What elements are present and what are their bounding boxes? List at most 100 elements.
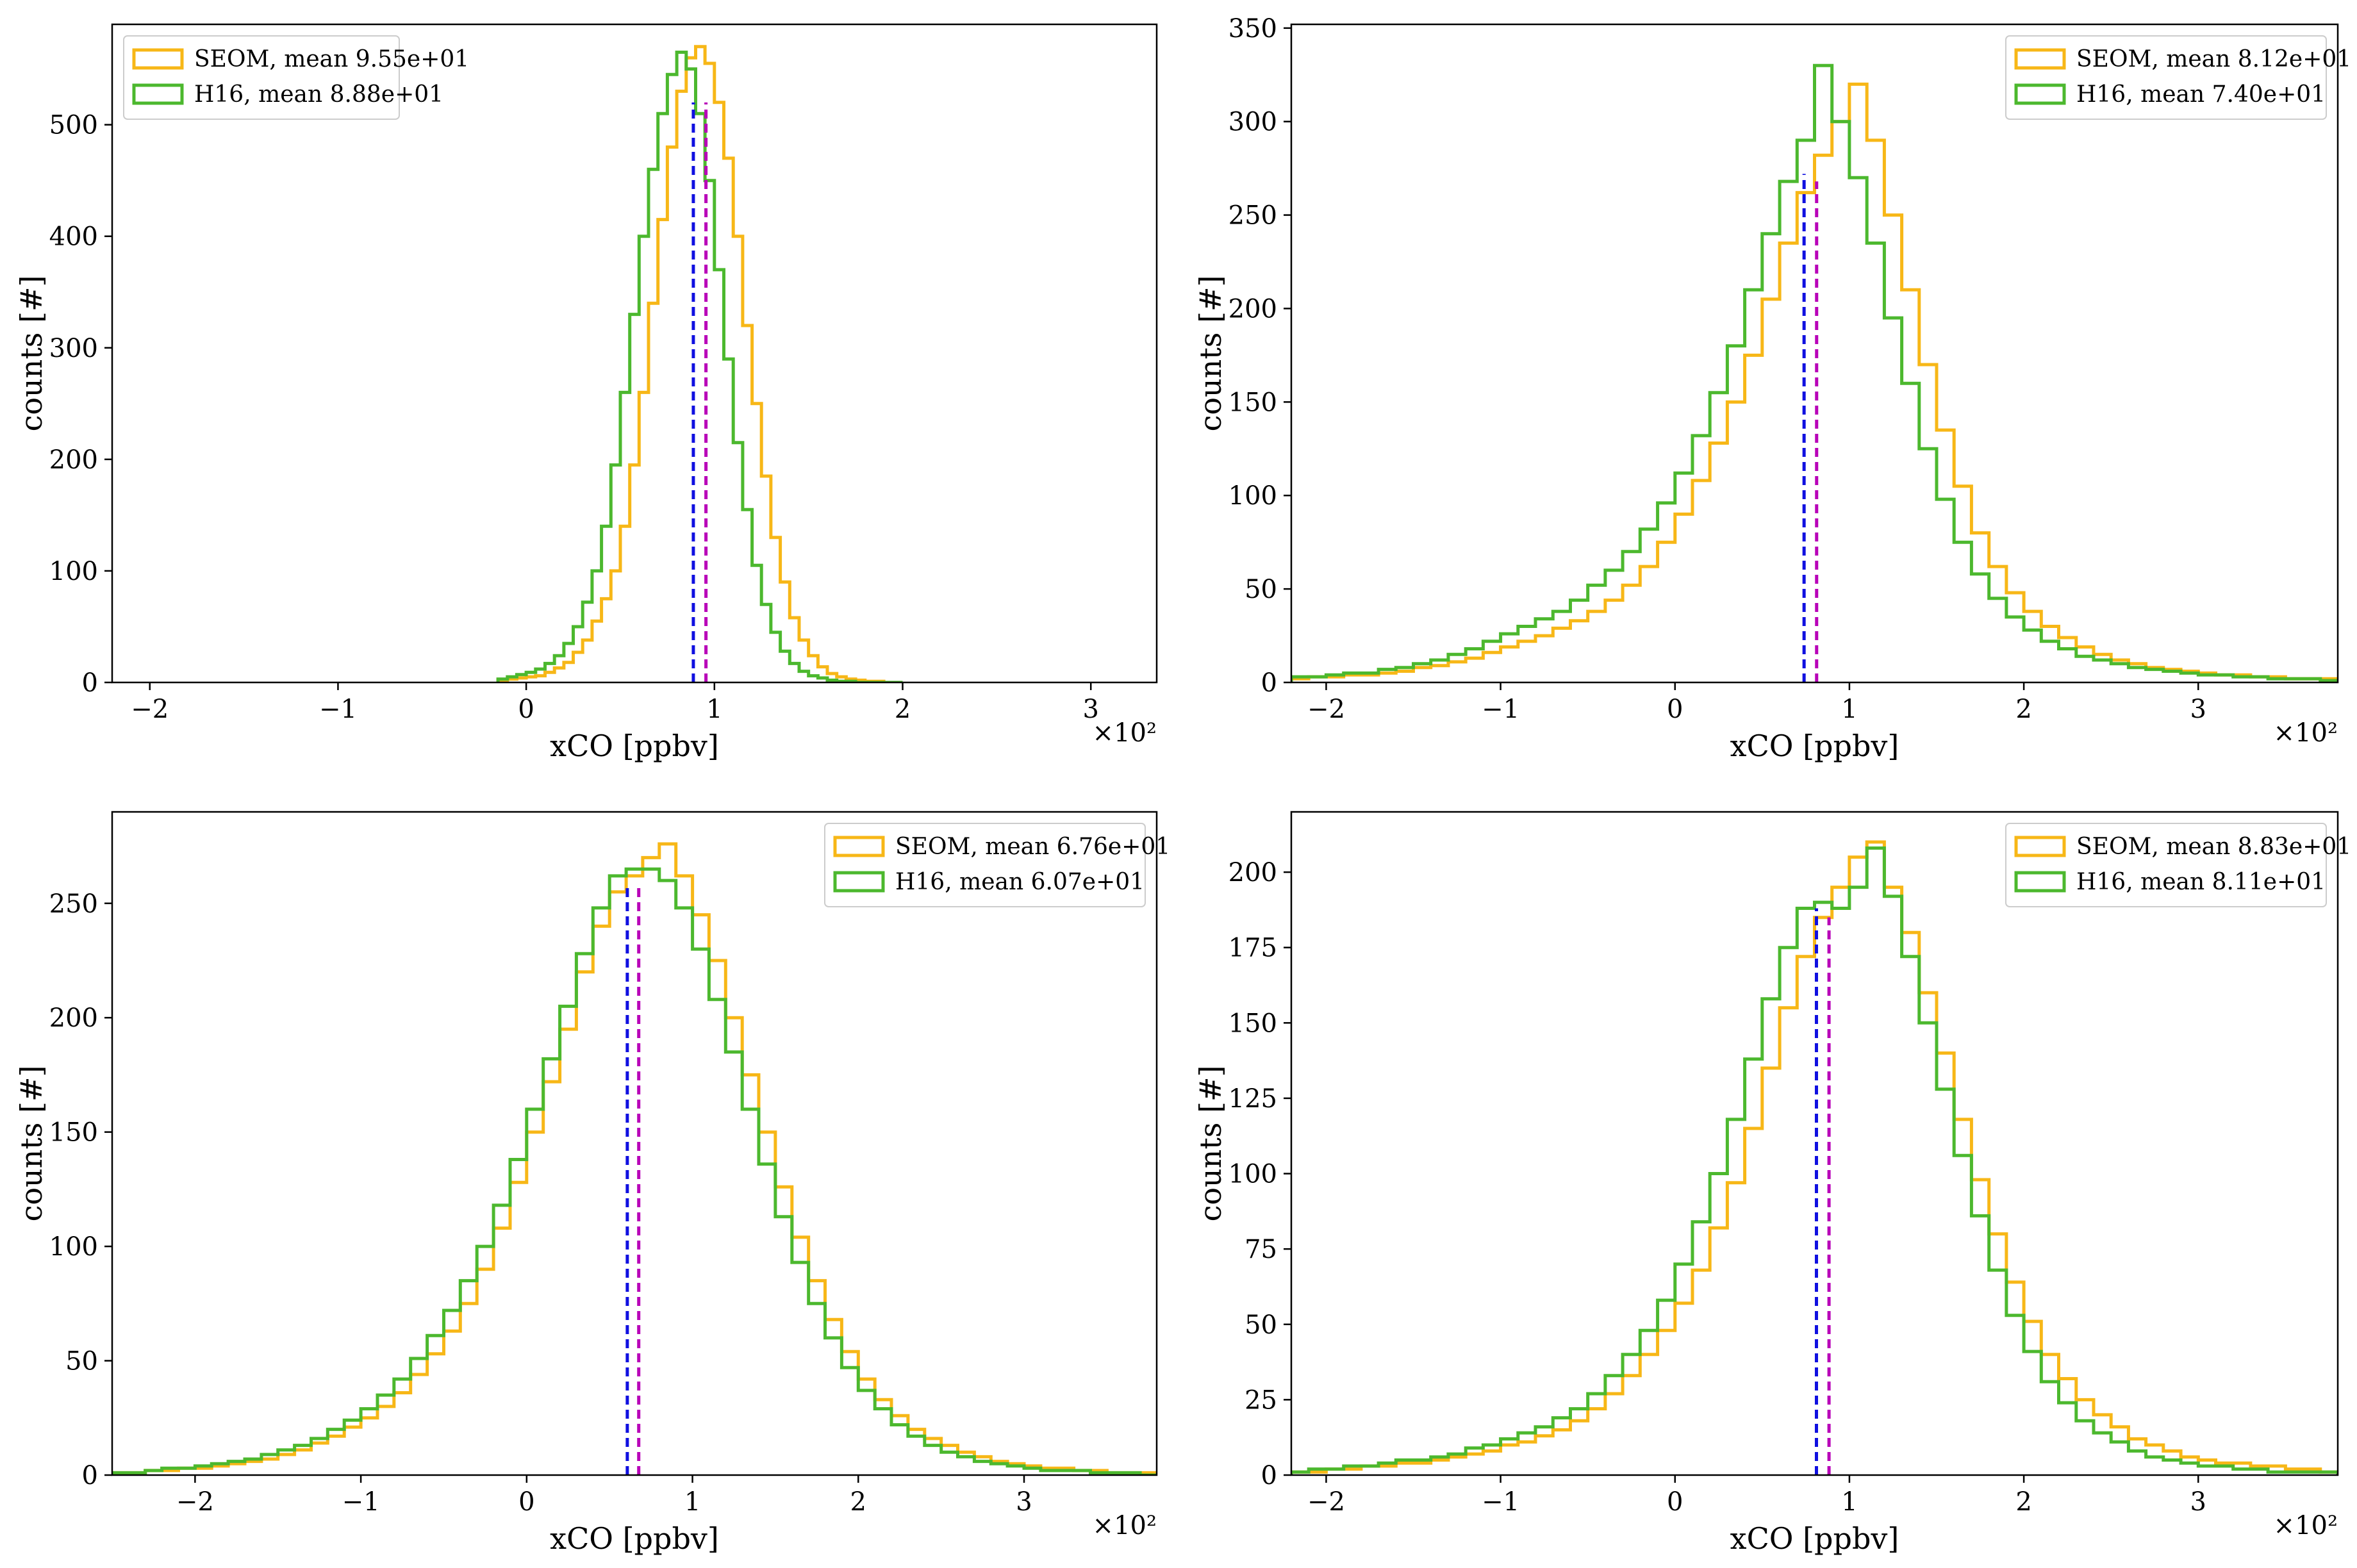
bin-h16	[2233, 677, 2251, 682]
y-tick-label: 100	[49, 557, 98, 586]
x-tick-label: 2	[2015, 695, 2031, 724]
bin-h16	[1431, 660, 1448, 682]
x-axis-label: xCO [ppbv]	[550, 1521, 719, 1556]
bin-h16	[1326, 675, 1343, 682]
bin-h16	[2041, 641, 2058, 682]
legend-label-seom: SEOM, mean 9.55e+01	[194, 46, 469, 72]
y-tick-label: 150	[1228, 1009, 1277, 1038]
bin-h16	[1937, 499, 1954, 682]
bin-h16	[1867, 848, 1884, 1475]
bin-h16	[2146, 1457, 2163, 1475]
y-axis-label: counts [#]	[14, 1066, 49, 1222]
bin-h16	[1954, 1155, 1971, 1475]
y-tick-label: 100	[49, 1232, 98, 1262]
bin-h16	[361, 1409, 377, 1476]
bin-h16	[245, 1459, 261, 1475]
bin-h16	[1448, 1454, 1466, 1475]
bin-h16	[2006, 617, 2024, 682]
y-tick-label: 200	[49, 1003, 98, 1033]
bin-h16	[1675, 1264, 1692, 1475]
bin-h16	[1989, 1270, 2006, 1475]
legend-box	[123, 35, 400, 120]
bin-h16	[527, 1109, 543, 1475]
bin-h16	[891, 1424, 908, 1475]
bin-h16	[1361, 1466, 1378, 1475]
x-tick-label: 0	[518, 1487, 534, 1517]
bin-h16	[508, 677, 517, 682]
bin-h16	[759, 1164, 775, 1475]
bin-h16	[2128, 1451, 2146, 1475]
bin-h16	[2111, 1442, 2128, 1475]
bin-h16	[1344, 673, 1361, 682]
panel-2: −2 −1 0 1 2 3 0 50 100 150 200 250 300 350 xCO [ppbv] c…	[1193, 14, 2351, 763]
y-tick-label: 500	[49, 111, 98, 140]
bin-h16	[841, 1367, 858, 1475]
bin-h16	[1448, 654, 1466, 682]
y-tick-label: 0	[1261, 1461, 1277, 1490]
y-tick-label: 250	[49, 889, 98, 919]
bin-h16	[1570, 1409, 1587, 1476]
bin-h16	[1396, 668, 1413, 682]
bin-h16	[630, 315, 640, 682]
bin-h16	[2163, 671, 2181, 682]
bin-h16	[1588, 1394, 1605, 1475]
y-tick-label: 250	[1228, 201, 1277, 231]
bin-h16	[1867, 243, 1884, 682]
bin-h16	[162, 1468, 179, 1475]
bin-h16	[1797, 140, 1814, 682]
bin-h16	[1518, 626, 1535, 682]
x-offset-label: ×10²	[1093, 1511, 1157, 1540]
bin-h16	[1849, 177, 1867, 682]
bin-h16	[742, 1109, 759, 1475]
bin-h16	[941, 1452, 958, 1475]
bin-h16	[775, 1217, 792, 1475]
bin-h16	[2059, 648, 2076, 682]
bin-h16	[752, 565, 762, 682]
y-tick-label: 0	[1261, 668, 1277, 698]
x-tick-label: 3	[1016, 1487, 1032, 1517]
bin-h16	[1849, 887, 1867, 1475]
bin-h16	[1692, 1222, 1710, 1475]
bin-h16	[1727, 346, 1744, 682]
bin-h16	[576, 953, 593, 1475]
bin-h16	[1414, 1460, 1431, 1475]
series-seom	[1291, 82, 2338, 682]
bin-h16	[991, 1464, 1007, 1475]
bin-h16	[649, 169, 658, 682]
legend-swatch-h16	[132, 83, 184, 105]
y-tick-label: 100	[1228, 481, 1277, 511]
series-h16	[1291, 63, 2338, 682]
x-tick-label: −2	[1307, 695, 1345, 724]
bin-h16	[327, 1430, 344, 1475]
bin-h16	[908, 1436, 925, 1475]
bin-h16	[545, 663, 554, 682]
bin-h16	[1344, 1466, 1361, 1475]
bin-h16	[2041, 1382, 2058, 1475]
bin-h16	[825, 1338, 842, 1475]
x-tick-label: 2	[850, 1487, 866, 1517]
bin-h16	[2215, 1466, 2233, 1475]
legend-label-seom: SEOM, mean 8.83e+01	[2076, 834, 2351, 860]
bin-h16	[676, 908, 693, 1475]
bin-h16	[1483, 1445, 1500, 1475]
bin-h16	[1780, 181, 1797, 682]
x-tick-label: −1	[1482, 1487, 1519, 1517]
bin-h16	[295, 1446, 311, 1475]
bin-h16	[1378, 670, 1396, 682]
bin-h16	[1431, 1457, 1448, 1475]
bin-h16	[743, 509, 752, 682]
bin-h16	[554, 656, 564, 682]
bin-h16	[593, 908, 609, 1475]
bin-h16	[875, 1409, 891, 1476]
bin-h16	[1309, 677, 1326, 682]
bin-h16	[526, 672, 536, 682]
bin-h16	[771, 632, 781, 682]
histogram-h16	[1291, 63, 2338, 682]
bin-h16	[1692, 436, 1710, 682]
y-tick-label: 125	[1228, 1084, 1277, 1114]
bin-h16	[695, 113, 705, 682]
bin-h16	[809, 1303, 825, 1475]
y-tick-label: 50	[1245, 1310, 1277, 1340]
bin-h16	[1518, 1433, 1535, 1475]
series-h16	[1291, 846, 2338, 1476]
